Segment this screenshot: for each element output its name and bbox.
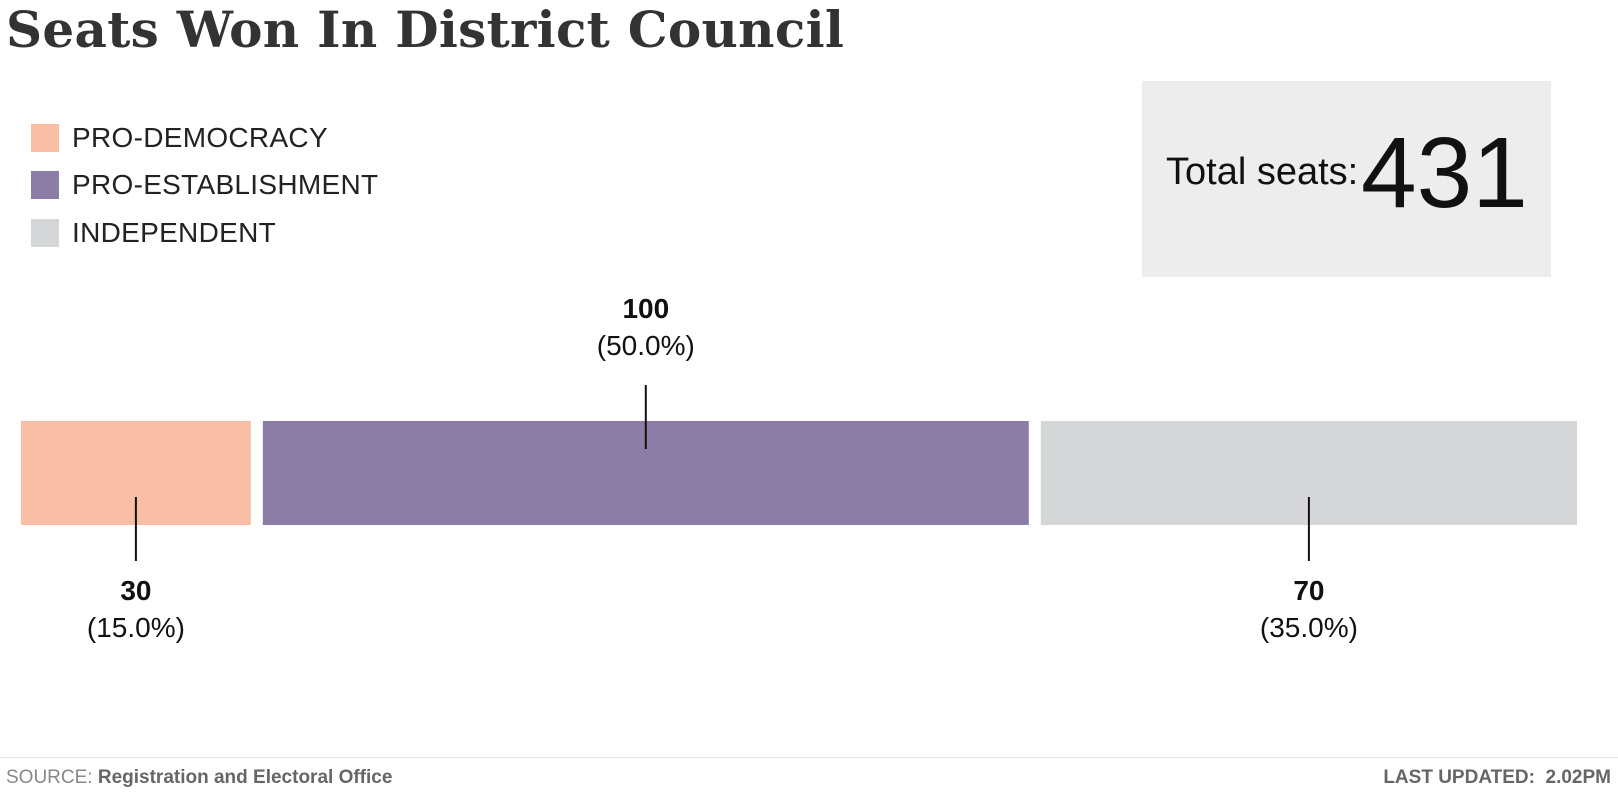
total-seats-value: 431	[1361, 117, 1528, 229]
legend-swatch-independent	[31, 218, 59, 247]
legend-label-pro-establishment: PRO-ESTABLISHMENT	[72, 169, 379, 201]
legend: PRO-DEMOCRACY PRO-ESTABLISHMENT INDEPEND…	[31, 114, 378, 257]
percent-label-pro-establishment: (50.0%)	[597, 330, 695, 361]
total-seats-label: Total seats:	[1166, 151, 1359, 193]
value-label-independent: 70	[1293, 575, 1324, 606]
value-label-pro-democracy: 30	[120, 575, 151, 606]
legend-label-independent: INDEPENDENT	[72, 216, 276, 248]
percent-label-pro-democracy: (15.0%)	[87, 612, 185, 643]
last-updated-label: LAST UPDATED:	[1383, 767, 1535, 788]
source-name: Registration and Electoral Office	[97, 767, 393, 788]
footer-divider	[0, 757, 1618, 758]
legend-swatch-pro-democracy	[31, 123, 59, 152]
value-label-pro-establishment: 100	[622, 293, 669, 324]
legend-item-independent: INDEPENDENT	[31, 209, 378, 257]
legend-item-pro-democracy: PRO-DEMOCRACY	[31, 114, 378, 162]
legend-swatch-pro-establishment	[31, 171, 59, 200]
legend-item-pro-establishment: PRO-ESTABLISHMENT	[31, 162, 378, 210]
last-updated: LAST UPDATED: 2.02PM	[1383, 767, 1611, 789]
stacked-bar-chart: 30 (15.0%) 100 (50.0%) 70 (35.0%)	[21, 293, 1577, 643]
source-prefix: SOURCE:	[6, 767, 93, 788]
legend-label-pro-democracy: PRO-DEMOCRACY	[72, 121, 328, 153]
source-note: SOURCE: Registration and Electoral Offic…	[6, 767, 392, 789]
percent-label-independent: (35.0%)	[1260, 612, 1358, 643]
last-updated-time: 2.02PM	[1545, 767, 1611, 788]
chart-title: Seats Won In District Council	[6, 0, 845, 59]
total-seats-box: Total seats: 431	[1142, 81, 1551, 277]
